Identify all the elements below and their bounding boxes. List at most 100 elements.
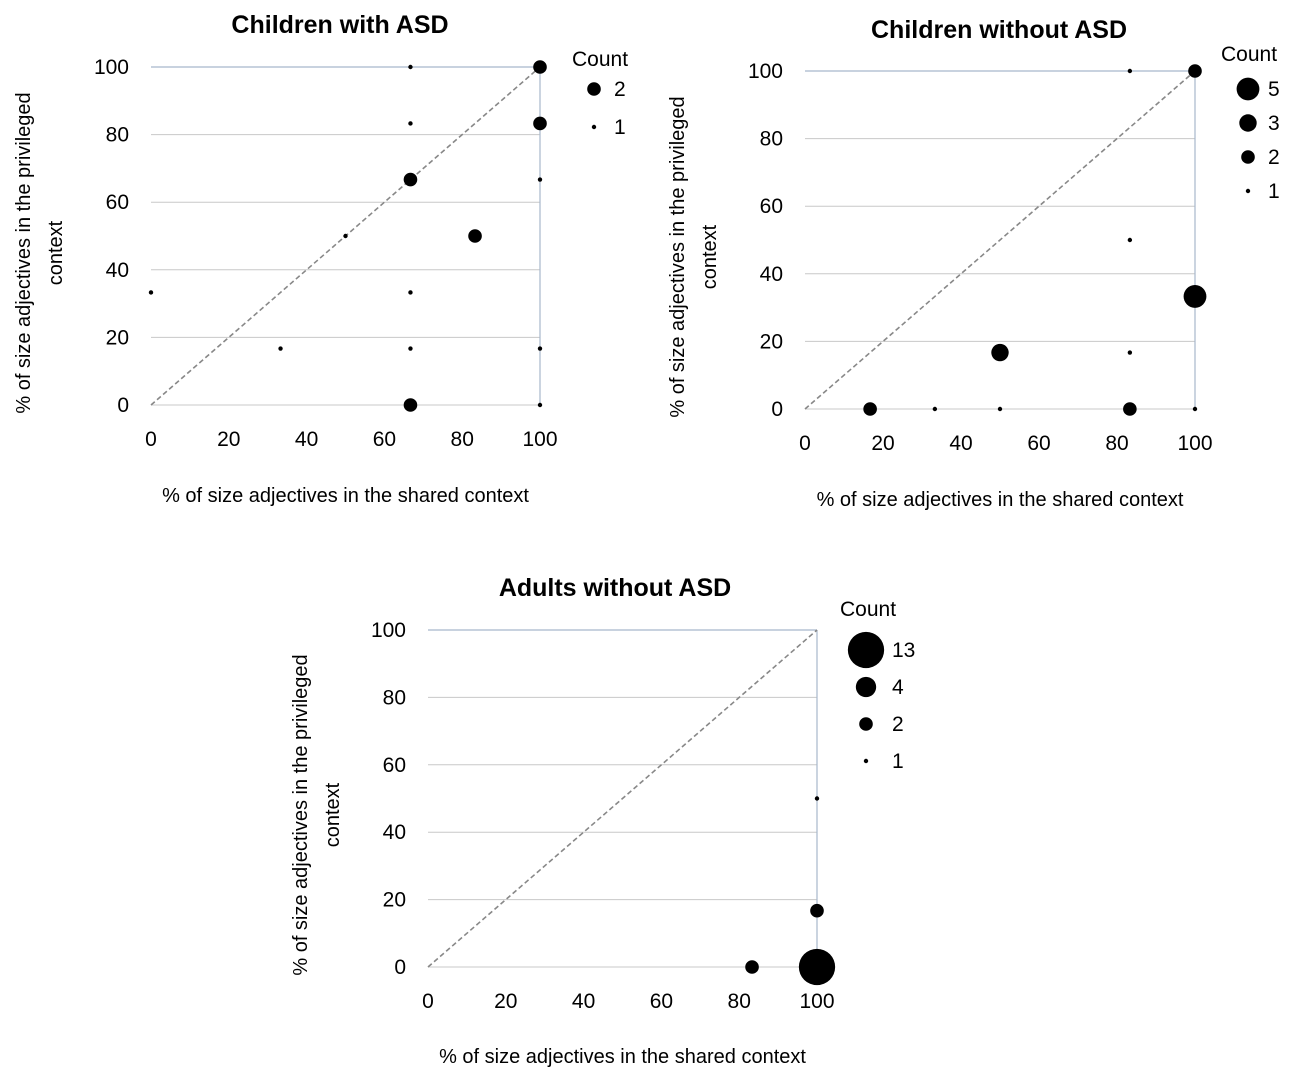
y-tick-label: 20 xyxy=(383,889,406,912)
y-axis-label-line-2: context xyxy=(322,782,344,847)
legend-label: 1 xyxy=(1268,180,1280,203)
legend-marker xyxy=(863,758,869,764)
data-point xyxy=(533,116,547,131)
y-tick-label: 80 xyxy=(106,124,129,147)
x-tick-label: 0 xyxy=(145,428,157,451)
legend-label: 1 xyxy=(614,116,626,139)
data-point xyxy=(1127,350,1133,355)
y-tick-label: 0 xyxy=(117,394,129,417)
data-point xyxy=(537,346,543,351)
legend-label: 5 xyxy=(1268,78,1280,101)
y-tick-label: 60 xyxy=(383,754,406,777)
y-tick-label: 80 xyxy=(383,686,406,709)
data-point xyxy=(408,121,413,126)
data-point xyxy=(1192,406,1198,412)
data-point xyxy=(408,64,413,70)
x-tick-label: 100 xyxy=(799,990,834,1013)
y-tick-label: 100 xyxy=(371,619,406,642)
chart-children-without-asd: Children without ASD 0 20 40 60 80 100 0 20 40 60 8… xyxy=(667,16,1280,511)
legend-label: 1 xyxy=(892,750,904,773)
legend-title: Count xyxy=(572,48,628,71)
diagonal-reference-line xyxy=(427,629,818,968)
y-axis-label-line-2: context xyxy=(45,220,67,285)
x-tick-label: 20 xyxy=(494,990,517,1013)
data-point xyxy=(1188,64,1202,78)
chart-children-with-asd: Children with ASD 0 20 40 60 80 100 0 20 40 60 80 10… xyxy=(13,11,628,507)
data-point xyxy=(148,290,154,295)
y-tick-label: 0 xyxy=(394,956,406,979)
data-point xyxy=(343,233,348,239)
data-point xyxy=(403,398,418,412)
legend-marker xyxy=(855,676,877,698)
y-tick-label: 20 xyxy=(106,326,129,349)
chart-title: Adults without ASD xyxy=(499,574,731,602)
y-tick-label: 60 xyxy=(106,191,129,214)
chart-title: Children with ASD xyxy=(231,11,448,39)
x-tick-label: 100 xyxy=(522,428,557,451)
x-tick-label: 100 xyxy=(1177,432,1212,455)
legend-label: 4 xyxy=(892,676,904,699)
x-tick-label: 20 xyxy=(217,428,240,451)
legend-marker xyxy=(1239,114,1257,132)
data-point xyxy=(991,343,1009,362)
y-tick-label: 40 xyxy=(383,821,406,844)
diagonal-reference-line xyxy=(804,70,1196,410)
x-tick-label: 60 xyxy=(373,428,396,451)
data-point xyxy=(863,402,877,416)
legend-label: 13 xyxy=(892,639,915,662)
legend-title: Count xyxy=(840,598,896,621)
data-point xyxy=(1123,402,1137,416)
y-axis-label-line-2: context xyxy=(699,224,721,289)
legend-marker xyxy=(859,717,873,731)
x-axis-label: % of size adjectives in the shared conte… xyxy=(439,1046,806,1068)
data-point xyxy=(1127,237,1133,243)
x-tick-label: 0 xyxy=(799,432,811,455)
data-point xyxy=(403,172,418,187)
x-tick-label: 80 xyxy=(451,428,474,451)
x-tick-label: 40 xyxy=(295,428,318,451)
legend-label: 2 xyxy=(1268,146,1280,169)
y-tick-label: 80 xyxy=(760,128,783,151)
x-tick-label: 0 xyxy=(422,990,434,1013)
legend-marker xyxy=(591,124,597,130)
x-tick-label: 80 xyxy=(1105,432,1128,455)
data-point xyxy=(745,960,759,974)
data-point xyxy=(997,406,1003,412)
y-axis-label-line-1: % of size adjectives in the privileged xyxy=(13,92,35,413)
data-point xyxy=(537,402,543,408)
x-tick-label: 80 xyxy=(728,990,751,1013)
data-point xyxy=(533,60,547,74)
y-tick-label: 100 xyxy=(94,56,129,79)
y-tick-label: 60 xyxy=(760,195,783,218)
data-point xyxy=(1127,68,1133,74)
y-axis-label-line-1: % of size adjectives in the privileged xyxy=(290,654,312,975)
y-tick-label: 20 xyxy=(760,330,783,353)
data-point xyxy=(1183,285,1207,308)
y-tick-label: 40 xyxy=(106,259,129,282)
x-tick-label: 20 xyxy=(871,432,894,455)
chart-title: Children without ASD xyxy=(871,16,1127,44)
legend-marker xyxy=(1236,77,1260,101)
data-point xyxy=(408,346,413,351)
legend-label: 2 xyxy=(614,78,626,101)
data-point xyxy=(932,406,938,412)
legend-marker xyxy=(847,631,885,669)
data-point xyxy=(798,948,836,986)
data-point xyxy=(468,229,482,243)
data-point xyxy=(408,290,413,295)
y-tick-label: 100 xyxy=(748,60,783,83)
chart-adults-without-asd: Adults without ASD 0 20 40 60 80 100 0 20 40 60 80 1… xyxy=(290,574,915,1068)
legend-label: 2 xyxy=(892,713,904,736)
data-point xyxy=(814,796,820,801)
data-point xyxy=(537,177,543,182)
x-tick-label: 60 xyxy=(650,990,673,1013)
y-tick-label: 40 xyxy=(760,263,783,286)
data-point xyxy=(810,903,824,918)
legend-label: 3 xyxy=(1268,112,1280,135)
legend-marker xyxy=(587,82,601,96)
x-axis-label: % of size adjectives in the shared conte… xyxy=(162,485,529,507)
data-point xyxy=(278,346,283,351)
y-axis-label-line-1: % of size adjectives in the privileged xyxy=(667,96,689,417)
x-tick-label: 40 xyxy=(949,432,972,455)
